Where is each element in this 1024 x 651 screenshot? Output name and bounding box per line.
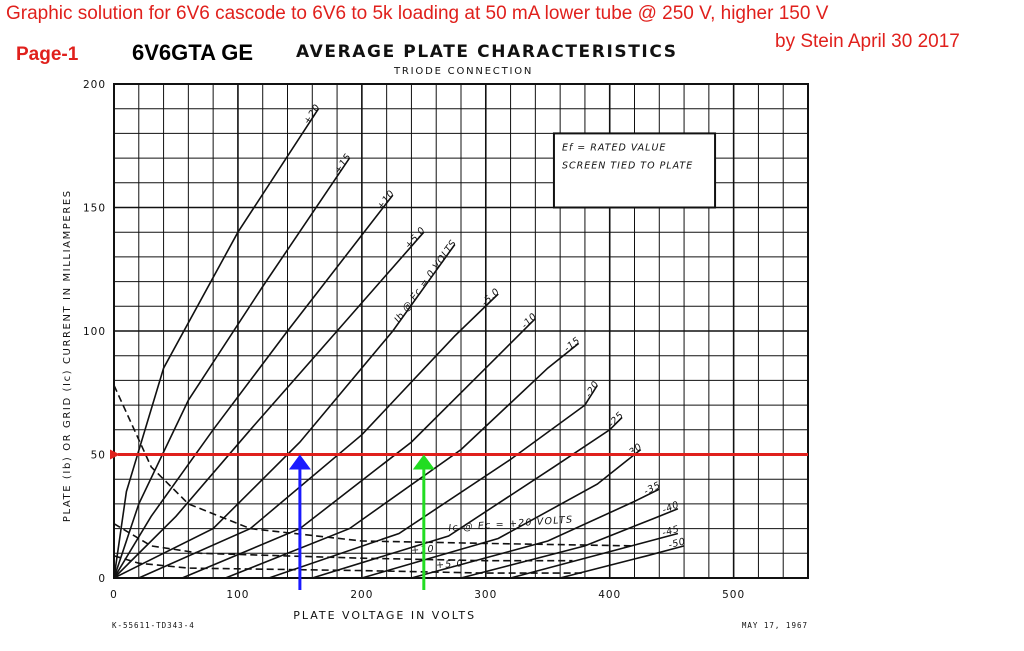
plate-curve-label: +20 (302, 102, 323, 126)
footer-right-date: MAY 17, 1967 (742, 621, 808, 630)
arrow-250v-head (412, 454, 435, 470)
plate-curve-label: -45 (661, 524, 681, 539)
grid-current-curve (113, 523, 573, 562)
plate-curve-label: -30 (624, 441, 644, 460)
axes: 0 100 200 300 400 500 0 50 100 150 200 PLATE VOLTAG… (62, 79, 809, 630)
x-tick-label: 100 (226, 589, 249, 601)
plate-curve (113, 157, 351, 579)
chart-title: AVERAGE PLATE CHARACTERISTICS (296, 42, 678, 62)
grid-current-curve (113, 555, 585, 574)
tube-name: 6V6GTA GE (132, 40, 254, 65)
plate-curve-label: -5.0 (480, 286, 503, 308)
grid (114, 84, 808, 578)
plate-curve-label: +5.0 (403, 225, 428, 251)
y-tick-label: 100 (83, 326, 106, 338)
y-tick-label: 0 (98, 573, 106, 585)
plate-curve (113, 244, 456, 579)
plate-curve (411, 488, 660, 579)
curves (113, 108, 685, 579)
plate-curve (268, 384, 598, 579)
y-tick-label: 150 (83, 203, 106, 215)
plate-curve (113, 194, 394, 579)
grid-current-curve (113, 384, 635, 547)
annotation-title-line-1: Graphic solution for 6V6 cascode to 6V6 … (6, 3, 829, 24)
grid-current-curve-label: +5.0 (436, 558, 465, 571)
plate-curve-label: -40 (661, 499, 681, 516)
plate-curve (510, 532, 679, 579)
plate-curve (225, 342, 580, 579)
footer-left-code: K-55611-TD343-4 (112, 621, 195, 630)
annotations (110, 449, 808, 590)
plate-curve-label: -10 (519, 311, 539, 331)
plate-curve-label: -50 (667, 536, 687, 551)
plate-curve (312, 416, 623, 579)
x-tick-label: 200 (350, 589, 373, 601)
page-label: Page-1 (16, 44, 79, 65)
plate-curve-label: +10 (375, 188, 397, 212)
y-tick-label: 50 (91, 450, 106, 462)
plate-curve (113, 108, 320, 579)
plate-curve (559, 545, 685, 579)
conditions-text: SCREEN TIED TO PLATE (562, 160, 693, 171)
chart-subtitle: TRIODE CONNECTION (394, 66, 534, 77)
x-tick-label: 500 (722, 589, 745, 601)
x-tick-label: 400 (598, 589, 621, 601)
plate-curve (113, 231, 425, 579)
plate-curve (361, 448, 642, 579)
arrow-150v-head (288, 454, 311, 470)
y-axis-label: PLATE (Ib) OR GRID (Ic) CURRENT IN MILLI… (62, 189, 73, 522)
x-tick-label: 300 (474, 589, 497, 601)
x-axis-label: PLATE VOLTAGE IN VOLTS (293, 609, 476, 622)
plate-curve (138, 293, 499, 579)
annotation-title-line-2: by Stein April 30 2017 (775, 31, 960, 52)
conditions-box (552, 132, 717, 209)
plate-curve-label: -20 (583, 379, 602, 400)
conditions-text: Ef = RATED VALUE (562, 142, 667, 153)
plate-curve-label: -15 (562, 335, 582, 354)
y-tick-label: 200 (83, 79, 106, 91)
plate-curve (181, 318, 536, 579)
x-tick-label: 0 (110, 589, 118, 601)
plate-curve-label: +15 (333, 152, 354, 176)
plate-curve (460, 508, 679, 579)
